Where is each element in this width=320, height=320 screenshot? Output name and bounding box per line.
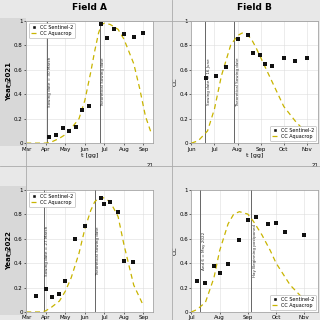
Point	[213, 73, 218, 78]
Point	[130, 259, 135, 264]
Y-axis label: CC: CC	[173, 78, 178, 86]
Text: Theoretical Sowing date: Theoretical Sowing date	[101, 57, 105, 107]
Point	[245, 218, 250, 223]
Point	[86, 104, 91, 109]
Point	[212, 263, 217, 268]
Point	[46, 134, 51, 140]
Point	[108, 199, 113, 204]
Point	[217, 270, 222, 276]
Point	[274, 220, 279, 225]
Text: Field B: Field B	[237, 3, 272, 12]
Point	[203, 280, 208, 285]
Point	[99, 22, 104, 27]
Point	[102, 202, 107, 207]
Point	[43, 286, 48, 291]
Point	[254, 214, 259, 219]
Point	[63, 279, 68, 284]
Point	[131, 34, 136, 39]
Point	[281, 55, 286, 60]
Text: Year 2022: Year 2022	[6, 231, 12, 270]
Point	[49, 295, 54, 300]
Y-axis label: CC: CC	[8, 246, 12, 255]
Text: Sowing date = 16 June: Sowing date = 16 June	[207, 59, 211, 105]
Legend: CC Sentinel-2, CC Aquacrop: CC Sentinel-2, CC Aquacrop	[269, 126, 316, 141]
Legend: CC Sentinel-2, CC Aquacrop: CC Sentinel-2, CC Aquacrop	[269, 295, 316, 309]
Point	[245, 33, 251, 38]
Point	[195, 279, 200, 284]
Point	[121, 32, 126, 37]
Point	[73, 236, 78, 241]
Point	[79, 108, 84, 113]
Point	[226, 262, 231, 267]
Point	[235, 36, 240, 42]
Text: And 6 = May 2022: And 6 = May 2022	[202, 232, 206, 270]
Point	[265, 221, 270, 227]
X-axis label: t [gg]: t [gg]	[81, 153, 99, 158]
Legend: CC Sentinel-2, CC Aquacrop: CC Sentinel-2, CC Aquacrop	[29, 192, 75, 207]
Y-axis label: CC: CC	[8, 78, 12, 86]
Point	[57, 291, 62, 296]
Point	[282, 230, 287, 235]
Point	[204, 76, 209, 81]
Y-axis label: CC: CC	[173, 246, 178, 255]
Text: Sowing date = 30 March: Sowing date = 30 March	[48, 57, 52, 107]
Text: Sowing date = 27 March: Sowing date = 27 March	[45, 226, 49, 276]
Point	[302, 232, 307, 237]
Point	[67, 128, 72, 133]
Point	[121, 258, 126, 263]
Text: 21: 21	[146, 163, 153, 168]
Point	[223, 65, 228, 70]
Text: 21: 21	[311, 163, 318, 168]
Point	[237, 237, 242, 242]
Point	[304, 55, 309, 60]
Text: Field A: Field A	[72, 3, 107, 12]
Point	[270, 63, 275, 68]
Point	[98, 196, 103, 201]
Point	[74, 125, 79, 130]
Point	[250, 50, 255, 55]
Point	[257, 52, 262, 58]
Point	[34, 293, 39, 299]
X-axis label: t [gg]: t [gg]	[246, 153, 264, 158]
Point	[61, 126, 66, 131]
Text: Hay Beginning postponed: Hay Beginning postponed	[252, 224, 257, 277]
Point	[293, 59, 298, 64]
Point	[116, 209, 121, 214]
Point	[140, 30, 145, 36]
Point	[112, 27, 117, 32]
Point	[263, 61, 268, 66]
Text: Theoretical Sowing date: Theoretical Sowing date	[236, 57, 240, 107]
Text: Year 2021: Year 2021	[6, 62, 12, 101]
Legend: CC Sentinel-2, CC Aquacrop: CC Sentinel-2, CC Aquacrop	[29, 23, 75, 38]
Point	[53, 132, 58, 137]
Point	[105, 36, 110, 41]
Text: Theoretical Sowing date: Theoretical Sowing date	[96, 226, 100, 276]
Point	[82, 224, 87, 229]
